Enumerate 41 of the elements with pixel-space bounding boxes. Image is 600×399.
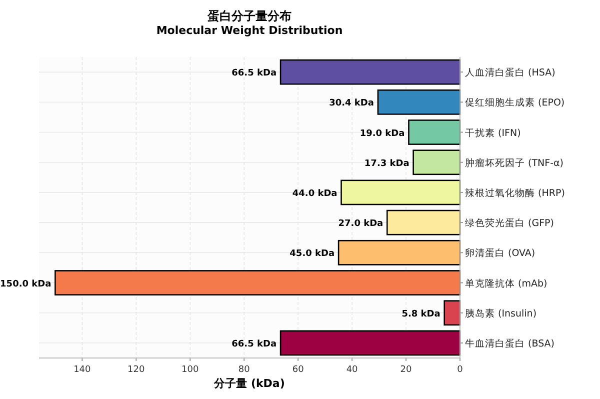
y-tick-label: 促红细胞生成素 (EPO) — [465, 96, 565, 109]
bar — [280, 59, 461, 85]
chart-title: 蛋白分子量分布 — [206, 9, 292, 23]
x-tick-label: 40 — [346, 365, 358, 375]
data-label: 17.3 kDa — [364, 158, 410, 169]
y-tick-label: 绿色荧光蛋白 (GFP) — [465, 217, 554, 230]
bar — [377, 89, 461, 115]
chart-subtitle: Molecular Weight Distribution — [156, 24, 343, 37]
data-label: 45.0 kDa — [290, 249, 335, 260]
data-label: 27.0 kDa — [338, 219, 384, 230]
data-label: 66.5 kDa — [232, 339, 277, 350]
bar — [340, 180, 461, 206]
bar — [54, 270, 461, 296]
x-tick-label: 0 — [457, 365, 464, 375]
y-tick-label: 肿瘤坏死因子 (TNF-α) — [465, 156, 564, 169]
x-tick-label: 60 — [292, 365, 304, 375]
y-tick-label: 辣根过氧化物酶 (HRP) — [465, 186, 565, 199]
x-tick-label: 140 — [74, 365, 92, 375]
y-tick-label: 胰岛素 (Insulin) — [465, 307, 537, 320]
x-tick-label: 120 — [128, 365, 146, 375]
data-label: 30.4 kDa — [329, 98, 374, 109]
bar — [412, 150, 461, 176]
bar — [386, 210, 461, 236]
x-axis-title: 分子量 (kDa) — [213, 377, 285, 390]
bar — [338, 240, 461, 266]
x-tick-label: 20 — [400, 365, 412, 375]
x-tick-label: 100 — [182, 365, 199, 375]
data-label: 150.0 kDa — [0, 279, 52, 290]
y-tick-label: 单克隆抗体 (mAb) — [465, 277, 548, 290]
data-label: 44.0 kDa — [292, 188, 338, 199]
data-label: 66.5 kDa — [232, 68, 277, 79]
bar — [280, 330, 461, 356]
y-tick-label: 牛血清白蛋白 (BSA) — [465, 337, 554, 350]
data-label: 19.0 kDa — [360, 128, 405, 139]
bar — [408, 120, 461, 145]
y-tick-label: 卵清蛋白 (OVA) — [465, 247, 536, 260]
y-tick-label: 干扰素 (IFN) — [465, 126, 521, 139]
y-tick-label: 人血清白蛋白 (HSA) — [465, 66, 556, 79]
data-label: 5.8 kDa — [402, 309, 440, 320]
bar — [444, 300, 461, 326]
x-tick-label: 80 — [238, 365, 250, 375]
